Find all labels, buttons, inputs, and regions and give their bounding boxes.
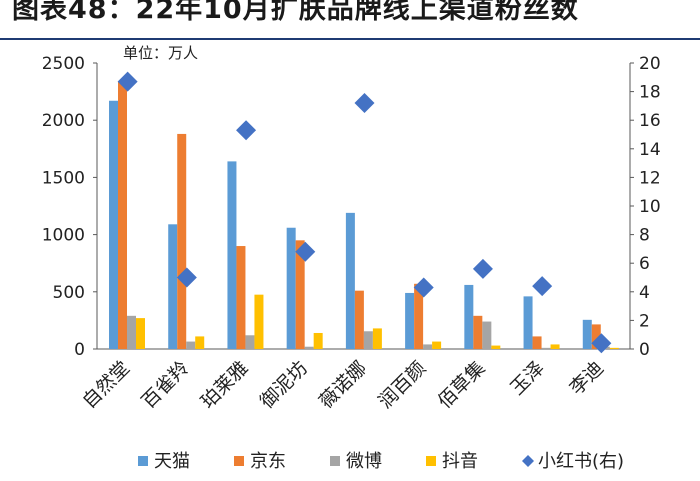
bar-京东-珀莱雅 [236,246,246,349]
bar-抖音-润百颜 [432,341,442,349]
marker-xiaohongshu-自然堂 [117,71,138,92]
bar-抖音-御泥坊 [313,332,323,349]
x-tick-label: 润百颜 [374,357,430,413]
x-tick-label: 李迪 [565,357,607,399]
bar-微博-御泥坊 [304,346,314,349]
title-bar: 图表48：22年10月扩肤品牌线上渠道粉丝数 [0,0,700,40]
y-left-tick-label: 500 [53,283,85,303]
y-right-tick-label: 20 [639,54,661,74]
marker-xiaohongshu-百雀羚 [176,267,197,288]
marker-xiaohongshu-玉泽 [532,276,553,297]
marker-xiaohongshu-御泥坊 [295,241,316,262]
y-right-tick-label: 12 [639,168,661,188]
bar-微博-珀莱雅 [245,335,255,349]
bar-天猫-自然堂 [109,100,118,349]
bar-京东-百雀羚 [177,133,187,349]
marker-xiaohongshu-润百颜 [413,277,434,298]
bar-抖音-百雀羚 [195,336,205,349]
legend-label: 小红书(右) [538,451,624,472]
x-tick-label: 御泥坊 [256,357,312,413]
marker-xiaohongshu-佰草集 [472,258,493,279]
bar-京东-李迪 [591,324,601,349]
y-right-tick-label: 6 [639,254,650,274]
unit-label: 单位：万人 [123,44,198,62]
bar-微博-玉泽 [541,347,551,349]
x-tick-label: 薇诺娜 [315,357,371,413]
legend-swatch [426,456,436,466]
bar-京东-自然堂 [118,81,127,349]
legend-label: 天猫 [154,451,190,472]
x-tick-label: 百雀羚 [137,357,193,413]
x-tick-label: 珀莱雅 [197,357,253,413]
y-left-tick-label: 1500 [42,168,85,188]
title-divider [0,38,700,40]
bar-京东-润百颜 [414,283,424,349]
bars [109,81,619,349]
bar-微博-自然堂 [127,315,136,349]
markers [117,71,612,354]
legend-swatch [138,456,148,466]
legend-swatch [522,455,534,467]
bar-天猫-珀莱雅 [227,161,237,349]
y-left-tick-label: 2500 [42,54,85,74]
bar-微博-佰草集 [482,321,492,349]
y-right-tick-label: 0 [639,340,650,360]
bar-天猫-御泥坊 [286,227,296,349]
bar-京东-御泥坊 [295,240,305,349]
y-right-tick-label: 16 [639,111,661,131]
bar-天猫-李迪 [582,319,592,349]
legend-label: 微博 [346,451,382,472]
bar-天猫-润百颜 [405,292,415,349]
bar-天猫-玉泽 [523,296,533,349]
legend-swatch [234,456,244,466]
bar-微博-薇诺娜 [363,331,373,349]
legend-label: 抖音 [442,451,478,472]
marker-xiaohongshu-李迪 [591,333,612,354]
bar-微博-百雀羚 [186,341,196,349]
bar-抖音-珀莱雅 [254,294,264,349]
x-tick-label: 玉泽 [506,357,548,399]
y-left-tick-label: 1000 [42,226,85,246]
y-left-tick-label: 2000 [42,111,85,131]
bar-抖音-玉泽 [550,344,560,349]
marker-xiaohongshu-薇诺娜 [354,93,375,114]
legend-swatch [330,456,340,466]
y-left-tick-label: 0 [74,340,85,360]
y-right-tick-label: 10 [639,197,661,217]
bar-抖音-薇诺娜 [372,328,382,349]
bar-抖音-自然堂 [136,318,145,349]
y-right-tick-label: 8 [639,226,650,246]
bar-京东-佰草集 [473,315,483,349]
bar-天猫-佰草集 [464,284,474,349]
legend: 天猫 京东 微博 抖音 小红书(右) [138,451,624,472]
bar-天猫-薇诺娜 [345,212,355,349]
bar-抖音-佰草集 [491,345,501,349]
bar-抖音-李迪 [609,347,619,349]
y-right-tick-label: 18 [639,83,661,103]
bar-天猫-百雀羚 [168,224,178,349]
y-right-tick-label: 14 [639,140,661,160]
x-tick-label: 佰草集 [434,357,490,413]
y-right-tick-label: 4 [639,283,650,303]
bar-京东-玉泽 [532,336,542,349]
bar-京东-薇诺娜 [354,290,364,349]
y-right-tick-label: 2 [639,311,650,331]
x-tick-label: 自然堂 [78,357,134,413]
chart-title: 图表48：22年10月扩肤品牌线上渠道粉丝数 [12,0,579,25]
legend-label: 京东 [250,451,286,472]
bar-微博-润百颜 [423,344,433,349]
marker-xiaohongshu-珀莱雅 [236,120,257,141]
